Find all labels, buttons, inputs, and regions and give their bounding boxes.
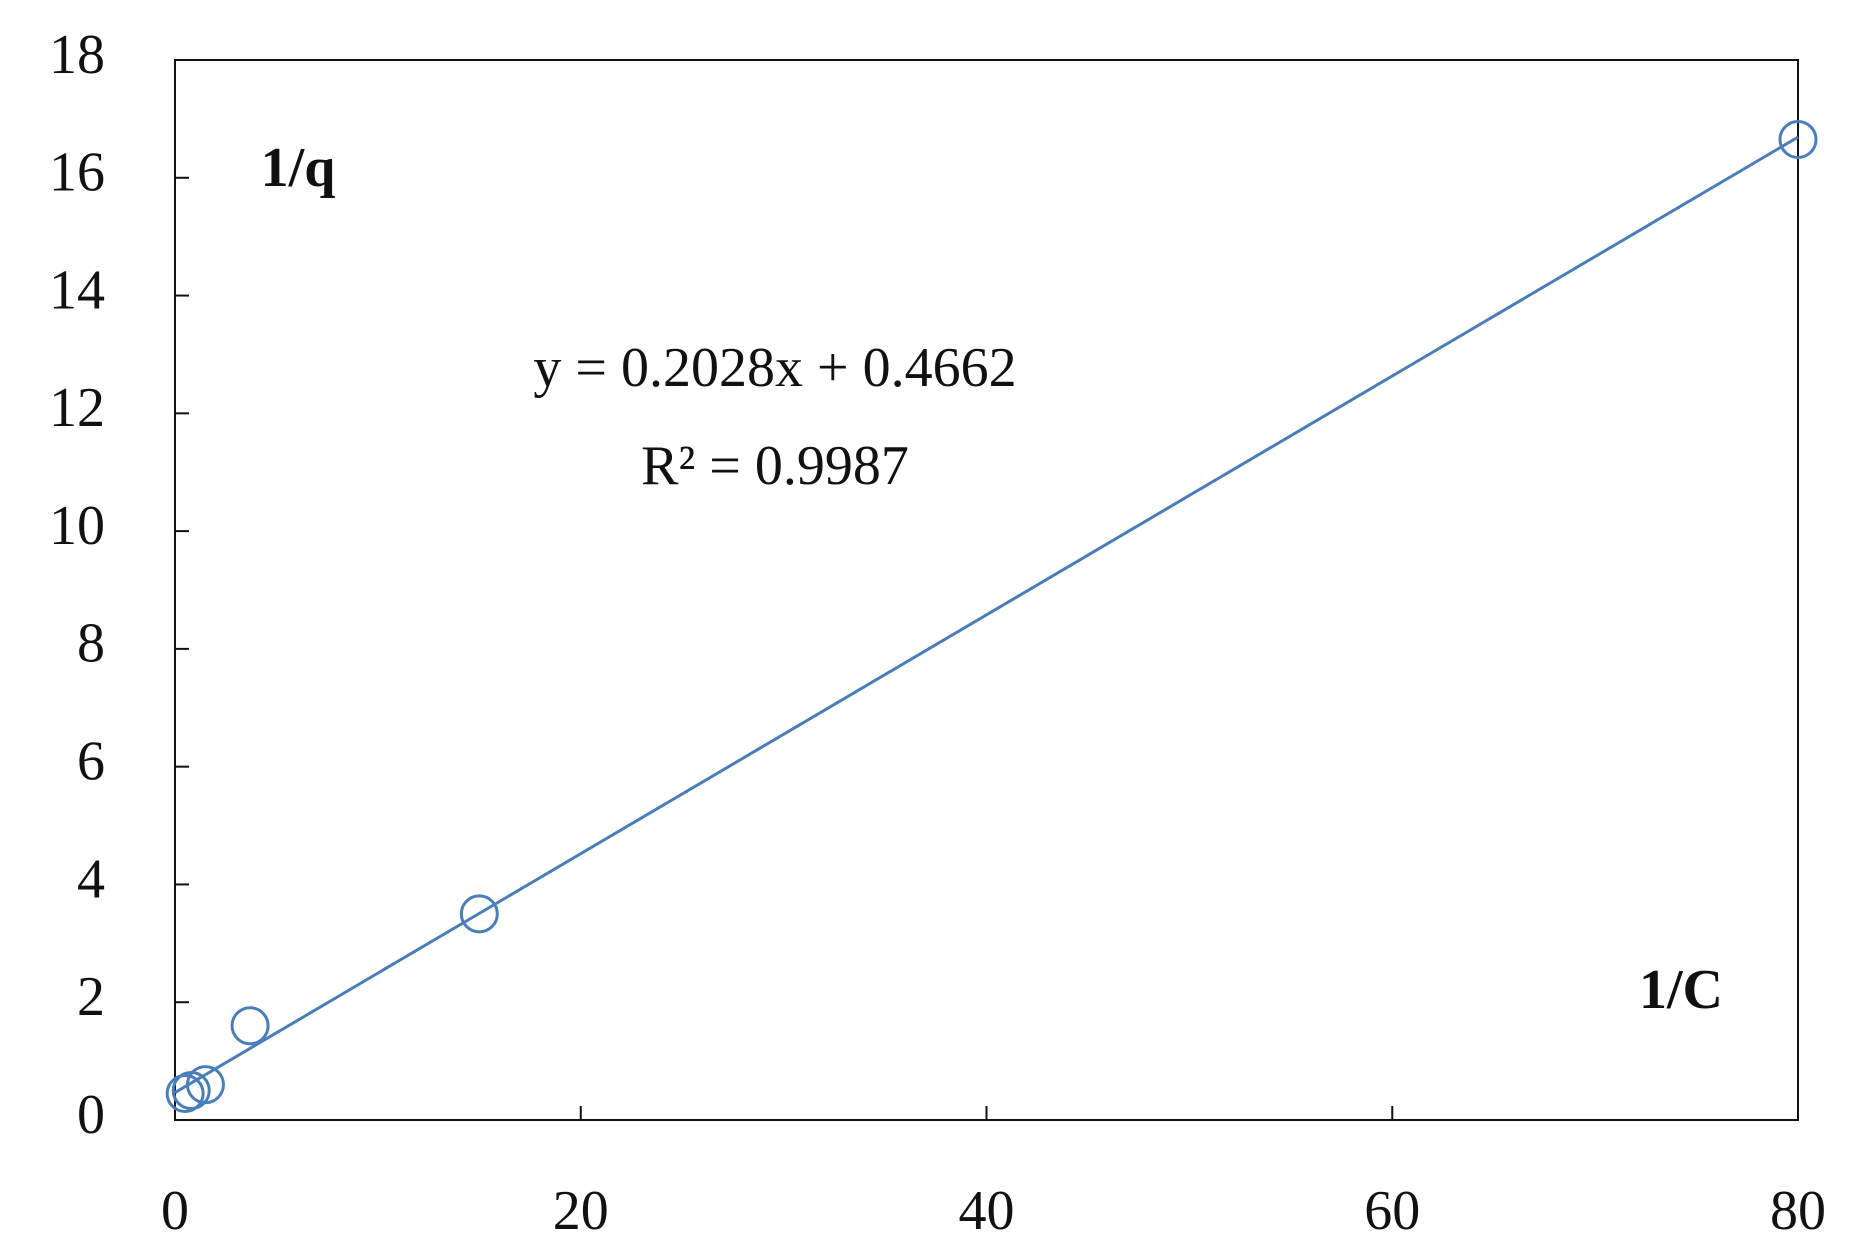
data-point — [1778, 120, 1818, 159]
y-tick-label: 4 — [77, 848, 105, 910]
x-tick-label: 80 — [1770, 1180, 1826, 1242]
trendline — [174, 135, 1799, 1094]
y-tick-label: 8 — [77, 613, 105, 675]
trendline-equation: y = 0.2028x + 0.4662 — [533, 337, 1016, 399]
trendline-r2: R² = 0.9987 — [641, 435, 909, 497]
y-tick-label: 6 — [77, 731, 105, 793]
y-axis-label: 1/q — [261, 137, 336, 199]
y-tick-label: 16 — [49, 142, 105, 204]
y-tick-label: 2 — [77, 966, 105, 1028]
x-tick-label: 60 — [1364, 1180, 1420, 1242]
x-tick-label: 40 — [959, 1180, 1015, 1242]
y-tick-label: 14 — [49, 259, 105, 321]
y-tick-label: 10 — [49, 495, 105, 557]
plot-frame — [174, 59, 1799, 1121]
x-tick-label: 20 — [553, 1180, 609, 1242]
data-point — [185, 1065, 225, 1105]
data-point — [230, 1006, 270, 1046]
x-tick-label: 0 — [161, 1180, 189, 1242]
y-tick-label: 12 — [49, 377, 105, 439]
data-point — [165, 1074, 205, 1113]
x-axis-label: 1/C — [1639, 959, 1723, 1021]
data-point — [459, 894, 499, 934]
y-tick-label: 0 — [77, 1084, 105, 1146]
y-tick-label: 18 — [49, 24, 105, 86]
